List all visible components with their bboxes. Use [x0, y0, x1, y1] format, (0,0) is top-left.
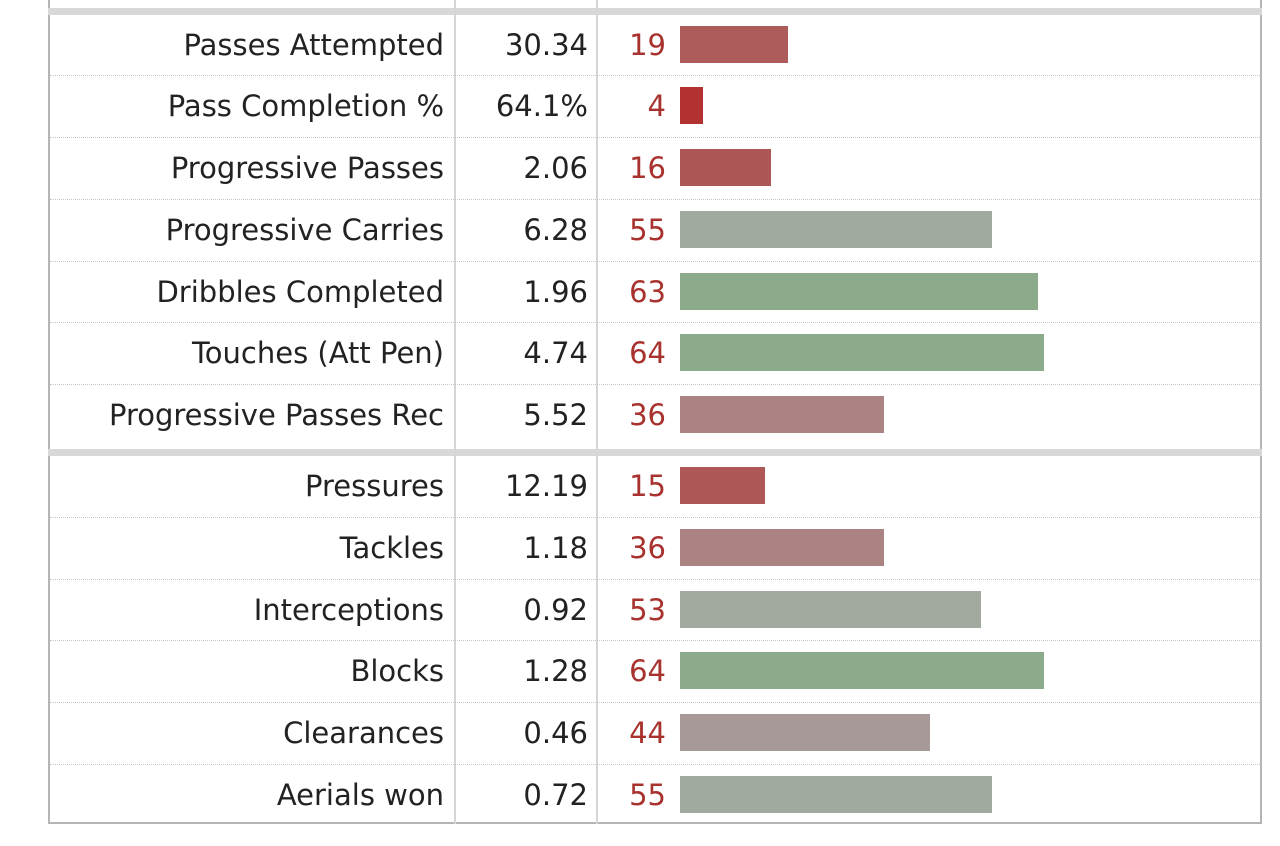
percentile-value: 4 — [647, 89, 666, 123]
table-row: Pressures 12.19 15 — [50, 455, 1260, 517]
percentile-bar — [680, 652, 1044, 689]
percentile-value: 15 — [629, 469, 666, 503]
table-row: Passes Attempted 30.34 19 — [50, 14, 1260, 76]
row-separator — [50, 517, 1260, 518]
stat-label: Progressive Carries — [165, 213, 444, 247]
row-separator — [50, 199, 1260, 200]
per90-value: 64.1% — [495, 89, 588, 123]
row-separator — [50, 322, 1260, 323]
stat-label: Touches (Att Pen) — [192, 336, 444, 370]
table-row: Progressive Passes 2.06 16 — [50, 137, 1260, 199]
row-separator — [50, 75, 1260, 76]
row-separator — [50, 764, 1260, 765]
percentile-bar — [680, 149, 771, 186]
percentile-value: 64 — [629, 336, 666, 370]
stat-label: Passes Attempted — [183, 28, 444, 62]
percentile-bar — [680, 211, 992, 248]
per90-value: 0.46 — [523, 716, 588, 750]
top-section-divider — [48, 8, 1262, 15]
stat-label: Pressures — [305, 469, 444, 503]
percentile-value: 44 — [629, 716, 666, 750]
per90-value: 5.52 — [523, 398, 588, 432]
stat-label: Pass Completion % — [167, 89, 444, 123]
per90-value: 2.06 — [523, 151, 588, 185]
percentile-bar — [680, 591, 981, 628]
percentile-bar — [680, 396, 884, 433]
percentile-bar — [680, 273, 1038, 310]
per90-value: 0.72 — [523, 778, 588, 812]
per90-value: 6.28 — [523, 213, 588, 247]
percentile-bar — [680, 776, 992, 813]
percentile-bar — [680, 529, 884, 566]
percentile-value: 55 — [629, 778, 666, 812]
table-row: Touches (Att Pen) 4.74 64 — [50, 322, 1260, 384]
stat-label: Tackles — [339, 531, 444, 565]
per90-value: 1.18 — [523, 531, 588, 565]
row-separator — [50, 579, 1260, 580]
percentile-bar — [680, 714, 930, 751]
stat-label: Blocks — [350, 654, 444, 688]
stat-label: Interceptions — [253, 593, 444, 627]
row-separator — [50, 384, 1260, 385]
per90-value: 1.28 — [523, 654, 588, 688]
table-row: Aerials won 0.72 55 — [50, 764, 1260, 826]
per90-value: 30.34 — [504, 28, 588, 62]
per90-value: 0.92 — [523, 593, 588, 627]
row-separator — [50, 702, 1260, 703]
row-separator — [50, 261, 1260, 262]
stat-label: Progressive Passes — [170, 151, 444, 185]
percentile-value: 55 — [629, 213, 666, 247]
defense-section-divider — [48, 449, 1262, 456]
stat-label: Clearances — [283, 716, 444, 750]
per90-value: 12.19 — [504, 469, 588, 503]
per90-value: 1.96 — [523, 275, 588, 309]
row-separator — [50, 137, 1260, 138]
column-divider-per90 — [596, 0, 598, 824]
table-row: Interceptions 0.92 53 — [50, 579, 1260, 641]
percentile-value: 53 — [629, 593, 666, 627]
percentile-bar — [680, 334, 1044, 371]
column-divider-stat — [454, 0, 456, 824]
percentile-value: 63 — [629, 275, 666, 309]
percentile-value: 19 — [629, 28, 666, 62]
table-row: Progressive Carries 6.28 55 — [50, 199, 1260, 261]
percentile-bar — [680, 467, 765, 504]
stat-label: Aerials won — [276, 778, 444, 812]
percentile-value: 64 — [629, 654, 666, 688]
stat-label: Dribbles Completed — [156, 275, 444, 309]
per90-value: 4.74 — [523, 336, 588, 370]
table-row: Clearances 0.46 44 — [50, 702, 1260, 764]
table-row: Blocks 1.28 64 — [50, 640, 1260, 702]
table-row: Dribbles Completed 1.96 63 — [50, 261, 1260, 323]
table-row: Tackles 1.18 36 — [50, 517, 1260, 579]
percentile-bar — [680, 26, 788, 63]
percentile-value: 36 — [629, 398, 666, 432]
row-separator — [50, 640, 1260, 641]
table-row: Progressive Passes Rec 5.52 36 — [50, 384, 1260, 446]
percentile-value: 36 — [629, 531, 666, 565]
table-row: Pass Completion % 64.1% 4 — [50, 75, 1260, 137]
stat-label: Progressive Passes Rec — [108, 398, 444, 432]
percentile-bar — [680, 87, 703, 124]
percentile-value: 16 — [629, 151, 666, 185]
